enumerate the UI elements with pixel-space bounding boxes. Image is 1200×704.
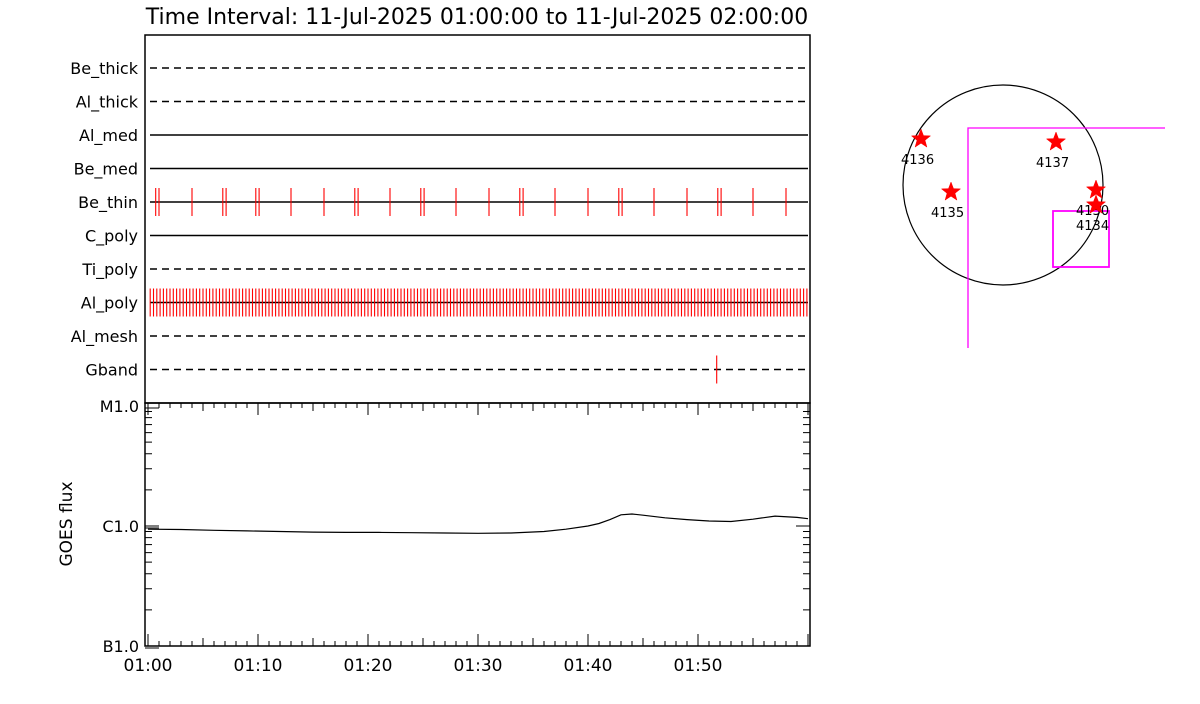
y-tick-label: B1.0 (103, 637, 139, 656)
row-label: Al_thick (76, 93, 139, 113)
timeline-row-be_thin: Be_thin (78, 188, 808, 216)
y-tick-label: C1.0 (102, 517, 139, 536)
timeline-row-al_poly: Al_poly (81, 288, 808, 317)
x-tick-label: 01:30 (454, 656, 503, 676)
x-tick-label: 01:40 (564, 656, 613, 676)
ar-star-4136 (910, 128, 932, 148)
ar-star-4135 (940, 181, 962, 201)
row-label: Be_med (74, 160, 138, 180)
x-tick-label: 01:50 (674, 656, 723, 676)
row-label: Ti_poly (81, 260, 138, 280)
goes-flux-curve (147, 513, 809, 534)
ar-label-4134: 4134 (1076, 219, 1109, 234)
goes-ylabel: GOES flux (57, 481, 77, 566)
row-label: C_poly (85, 227, 138, 247)
ar-star-4134 (1085, 194, 1107, 214)
row-label: Al_poly (81, 294, 138, 314)
x-tick-label: 01:20 (344, 656, 393, 676)
y-tick-label: M1.0 (100, 397, 139, 416)
detector-timeline-panel: Be_thick Al_thick Al_med Be_med Be_thin C_pol… (70, 34, 811, 404)
timeline-row-al_mesh: Al_mesh (71, 327, 808, 347)
ar-star-4130 (1085, 179, 1107, 199)
goes-frame (144, 402, 811, 647)
goes-flux-panel: B1.0 C1.0 M1.0 01:00 01:10 01:20 01:30 01:40 01… (57, 397, 811, 676)
timeline-row-be_med: Be_med (74, 160, 808, 180)
solar-disk-locator: 41364137413541304134 (901, 84, 1165, 348)
timeline-row-ti_poly: Ti_poly (81, 260, 808, 280)
ar-star-4137 (1045, 131, 1067, 151)
fov-box (1052, 210, 1110, 268)
timeline-row-c_poly: C_poly (85, 227, 808, 247)
x-tick-label: 01:00 (124, 656, 173, 676)
timeline-row-al_med: Al_med (79, 126, 808, 146)
ar-label-4135: 4135 (931, 206, 964, 221)
timeline-row-gband: Gband (85, 355, 808, 384)
timeline-frame (144, 34, 811, 404)
ar-label-4136: 4136 (901, 153, 934, 168)
fov-outline (967, 127, 1165, 348)
x-tick-label: 01:10 (234, 656, 283, 676)
row-label: Be_thick (70, 59, 138, 79)
chart-title: Time Interval: 11-Jul-2025 01:00:00 to 1… (145, 5, 808, 30)
timeline-row-al_thick: Al_thick (76, 93, 808, 113)
row-label: Gband (85, 361, 138, 380)
row-label: Be_thin (78, 193, 138, 213)
ar-label-4137: 4137 (1036, 156, 1069, 171)
solar-disk (902, 84, 1104, 286)
row-label: Al_mesh (71, 327, 138, 347)
row-label: Al_med (79, 126, 138, 146)
timeline-row-be_thick: Be_thick (70, 59, 808, 79)
